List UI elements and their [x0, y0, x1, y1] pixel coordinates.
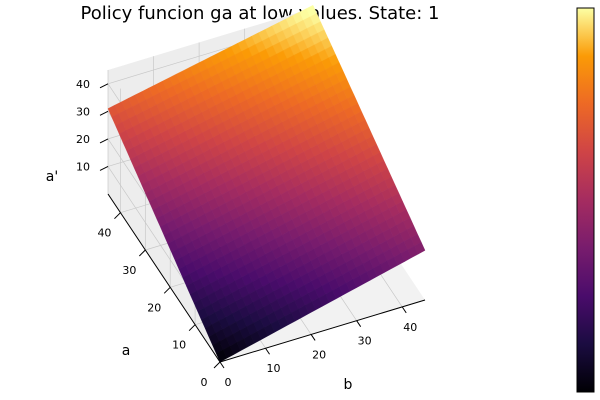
b-tick-label: 0: [225, 376, 232, 389]
b-axis-label: b: [344, 377, 353, 393]
a-tick-label: 20: [147, 301, 161, 314]
chart-title: Policy funcion ga at low values. State: …: [80, 3, 439, 24]
surface-mesh: [107, 4, 426, 363]
z-tick-label: 30: [76, 105, 90, 118]
colorbar: [576, 7, 595, 393]
a-tick-label: 10: [172, 339, 186, 352]
a-tick-label: 30: [122, 264, 136, 277]
a-tick-label: 0: [201, 376, 208, 389]
a-tick-label: 40: [97, 227, 111, 240]
z-tick-label: 40: [76, 78, 90, 91]
b-tick-label: 30: [358, 335, 372, 348]
b-tick-label: 40: [403, 321, 417, 334]
surface-cell: [216, 349, 228, 363]
z-tick-label: 10: [76, 160, 90, 173]
z-tick-label: 20: [76, 133, 90, 146]
b-tick-label: 10: [267, 362, 281, 375]
b-tick-label: 20: [312, 348, 326, 361]
a-axis-label: a: [122, 343, 131, 359]
z-axis-label: a': [46, 169, 58, 185]
axis-ticks: 0 10 20 30 40 0 10 20 30 40 10 20 30 40: [76, 78, 417, 389]
